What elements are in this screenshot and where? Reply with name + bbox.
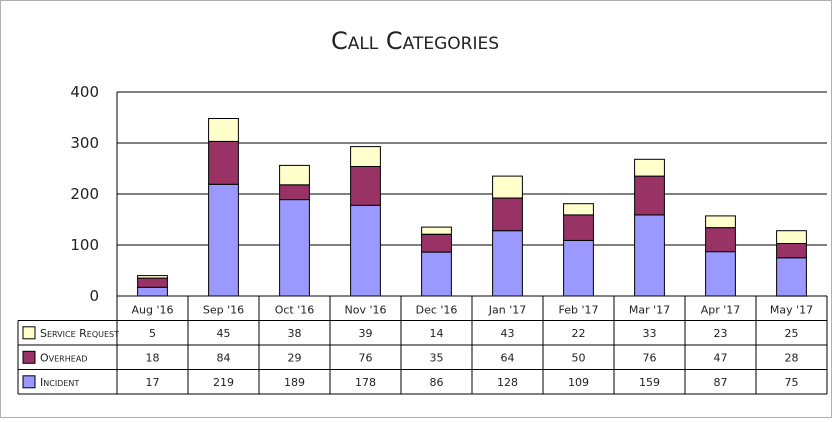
bar-service-request bbox=[279, 164, 310, 186]
bar-service-request bbox=[137, 275, 168, 279]
data-table-cell: 18 bbox=[146, 351, 160, 364]
bar-overhead bbox=[137, 277, 168, 288]
bars bbox=[137, 118, 807, 297]
data-table-cell: 76 bbox=[643, 351, 657, 364]
data-table-cell: 189 bbox=[284, 376, 305, 389]
data-table-cell: 22 bbox=[572, 327, 586, 340]
data-table-cell: 5 bbox=[149, 327, 156, 340]
y-axis: 0 100 200 300 400 bbox=[70, 83, 118, 305]
data-table-cell: 86 bbox=[430, 376, 444, 389]
data-table-cell: 23 bbox=[714, 327, 728, 340]
data-table-cell: 17 bbox=[146, 376, 160, 389]
x-tick-label: May '17 bbox=[770, 303, 813, 316]
y-tick-label: 400 bbox=[70, 83, 99, 101]
bar-overhead bbox=[634, 175, 665, 216]
bar-incident bbox=[492, 230, 523, 297]
x-tick-label: Aug '16 bbox=[132, 303, 174, 316]
x-tick-label: Oct '16 bbox=[275, 303, 315, 316]
bar-service-request bbox=[563, 203, 594, 216]
chart-title: Call Categories bbox=[331, 27, 499, 55]
x-tick-label: Mar '17 bbox=[629, 303, 670, 316]
data-table-cell: 35 bbox=[430, 351, 444, 364]
data-table-cell: 128 bbox=[497, 376, 518, 389]
bar-service-request bbox=[776, 230, 807, 244]
bar-incident bbox=[208, 183, 239, 297]
bar-service-request bbox=[350, 146, 381, 168]
bar-incident bbox=[634, 214, 665, 297]
data-table-cell: 33 bbox=[643, 327, 657, 340]
bar-incident bbox=[705, 251, 736, 297]
data-table-cell: 25 bbox=[785, 327, 799, 340]
data-table-cell: 109 bbox=[568, 376, 589, 389]
bar-incident bbox=[563, 239, 594, 297]
data-table-cell: 219 bbox=[213, 376, 234, 389]
data-table-cell: 50 bbox=[572, 351, 586, 364]
bar-overhead bbox=[563, 214, 594, 241]
legend-swatch bbox=[22, 326, 36, 340]
data-table-cell: 47 bbox=[714, 351, 728, 364]
y-tick-label: 300 bbox=[70, 134, 99, 152]
data-table-cell: 84 bbox=[217, 351, 231, 364]
x-tick-label: Feb '17 bbox=[559, 303, 599, 316]
bar-overhead bbox=[776, 243, 807, 259]
x-tick-label: Nov '16 bbox=[345, 303, 387, 316]
data-table-cell: 178 bbox=[355, 376, 376, 389]
data-table-cell: 38 bbox=[288, 327, 302, 340]
legend-label: Incident bbox=[40, 376, 79, 389]
bar-service-request bbox=[208, 118, 239, 142]
x-tick-label: Sep '16 bbox=[203, 303, 244, 316]
legend-swatch bbox=[22, 350, 36, 364]
bar-overhead bbox=[350, 166, 381, 206]
x-tick-label: Dec '16 bbox=[416, 303, 458, 316]
legend-swatch bbox=[22, 375, 36, 389]
y-tick-label: 0 bbox=[89, 287, 99, 305]
data-table-cell: 39 bbox=[359, 327, 373, 340]
legend-label: Overhead bbox=[40, 351, 87, 364]
x-tick-label: Apr '17 bbox=[701, 303, 741, 316]
data-table-cell: 45 bbox=[217, 327, 231, 340]
bar-incident bbox=[776, 257, 807, 297]
bar-overhead bbox=[421, 233, 452, 253]
data-table-cell: 43 bbox=[501, 327, 515, 340]
bar-incident bbox=[350, 204, 381, 297]
data-table-cell: 64 bbox=[501, 351, 515, 364]
data-table-cell: 29 bbox=[288, 351, 302, 364]
bar-overhead bbox=[492, 197, 523, 232]
data-table-cell: 76 bbox=[359, 351, 373, 364]
x-tick-label: Jan '17 bbox=[488, 303, 526, 316]
data-table-cell: 159 bbox=[639, 376, 660, 389]
bar-service-request bbox=[634, 158, 665, 177]
data-table: Aug '16 Sep '16 Oct '16 Nov '16 Dec '16 Jan '… bbox=[17, 295, 828, 395]
legend-label: Service Request bbox=[40, 327, 119, 340]
bar-overhead bbox=[705, 227, 736, 253]
y-tick-label: 200 bbox=[70, 185, 99, 203]
bar-incident bbox=[137, 286, 168, 297]
data-table-cell: 28 bbox=[785, 351, 799, 364]
bar-service-request bbox=[705, 215, 736, 229]
data-table-cell: 87 bbox=[714, 376, 728, 389]
bar-service-request bbox=[492, 175, 523, 199]
bar-incident bbox=[279, 199, 310, 297]
bar-overhead bbox=[279, 184, 310, 201]
bar-overhead bbox=[208, 141, 239, 185]
bar-incident bbox=[421, 251, 452, 297]
y-tick-label: 100 bbox=[70, 236, 99, 254]
bar-service-request bbox=[421, 226, 452, 235]
data-table-cell: 14 bbox=[430, 327, 444, 340]
data-table-cell: 75 bbox=[785, 376, 799, 389]
